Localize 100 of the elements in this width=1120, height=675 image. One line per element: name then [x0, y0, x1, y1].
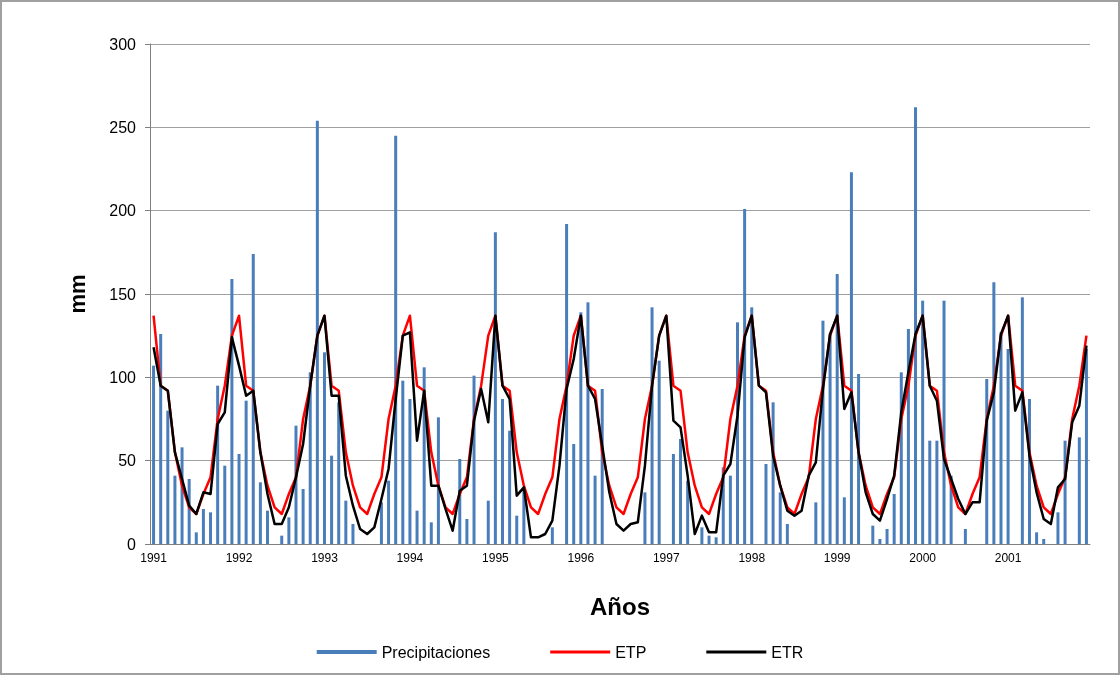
bar [999, 332, 1003, 544]
bar [515, 515, 519, 544]
bar [394, 135, 398, 544]
bar [244, 400, 248, 544]
bar [223, 465, 227, 544]
bar [344, 500, 348, 544]
y-tick-label: 100 [109, 368, 137, 386]
bar [579, 312, 583, 544]
bar [686, 480, 690, 544]
bar [401, 380, 405, 544]
bar [550, 527, 554, 544]
bar [828, 334, 832, 544]
bar [935, 440, 939, 544]
legend-label: Precipitaciones [381, 643, 491, 661]
bar [330, 455, 334, 544]
bar [849, 172, 853, 544]
bar [714, 537, 718, 544]
bar [1056, 512, 1060, 544]
bar [280, 535, 284, 544]
legend-label: ETP [615, 643, 647, 661]
x-tick-label: 1997 [652, 551, 680, 565]
y-tick-label: 300 [109, 35, 137, 53]
bar [237, 454, 241, 544]
bar [436, 417, 440, 544]
bar [700, 527, 704, 544]
bar [992, 282, 996, 544]
bar [408, 399, 412, 544]
bar [942, 300, 946, 544]
bar [750, 307, 754, 544]
x-axis-title: Años [590, 592, 650, 620]
bar [159, 334, 163, 544]
bar [1035, 532, 1039, 544]
y-tick-label: 50 [118, 452, 137, 470]
bar [885, 529, 889, 544]
bar [230, 279, 234, 544]
x-tick-label: 1998 [738, 551, 766, 565]
bar [778, 492, 782, 544]
bar [963, 529, 967, 544]
x-tick-label: 2000 [909, 551, 937, 565]
bar [152, 365, 156, 544]
bar [878, 539, 882, 544]
bar [764, 464, 768, 544]
bar [251, 254, 255, 544]
bar [415, 510, 419, 544]
bar [351, 524, 355, 544]
bar [586, 302, 590, 544]
y-axis-title: mm [64, 274, 90, 314]
x-tick-label: 1995 [482, 551, 510, 565]
bar [1042, 539, 1046, 544]
bar [643, 492, 647, 544]
bar [173, 475, 177, 544]
bar [465, 519, 469, 544]
bar [493, 232, 497, 544]
bar [1084, 349, 1088, 544]
legend-label: ETR [771, 643, 804, 661]
y-tick-label: 150 [109, 285, 137, 303]
x-tick-label: 1991 [140, 551, 168, 565]
bar [572, 444, 576, 544]
y-tick-label: 250 [109, 118, 137, 136]
x-tick-label: 2001 [994, 551, 1022, 565]
bar [1020, 297, 1024, 544]
bar [287, 517, 291, 544]
bar [315, 120, 319, 544]
bar [301, 489, 305, 544]
bar [387, 480, 391, 544]
bar [679, 439, 683, 544]
bar [379, 502, 383, 544]
x-tick-label: 1999 [823, 551, 851, 565]
bar [486, 500, 490, 544]
bar [166, 410, 170, 544]
bar [657, 360, 661, 544]
bar [892, 494, 896, 544]
y-tick-label: 200 [109, 202, 137, 220]
bar [337, 402, 341, 544]
bar [921, 300, 925, 544]
bar [871, 525, 875, 544]
x-tick-label: 1993 [311, 551, 339, 565]
bar [835, 274, 839, 544]
x-tick-label: 1994 [396, 551, 424, 565]
bar [743, 209, 747, 544]
x-tick-label: 1996 [567, 551, 595, 565]
bar [814, 502, 818, 544]
y-tick-label: 0 [127, 535, 137, 553]
bar [322, 352, 326, 544]
bar [194, 532, 198, 544]
bar [258, 482, 262, 544]
bar [209, 512, 213, 544]
bar [1077, 437, 1081, 544]
bar [928, 440, 932, 544]
bar [266, 510, 269, 544]
bar [842, 497, 846, 544]
bar [201, 509, 205, 544]
bar [671, 454, 675, 544]
bar [593, 475, 597, 544]
bar [429, 522, 433, 544]
bar [914, 107, 918, 544]
x-tick-label: 1992 [225, 551, 253, 565]
bar [565, 224, 569, 544]
bar [785, 524, 789, 544]
bar [508, 430, 512, 544]
